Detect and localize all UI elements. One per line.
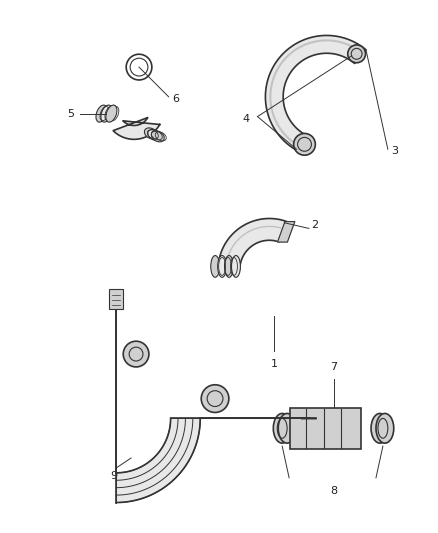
Ellipse shape [101,105,112,122]
Text: 7: 7 [330,362,337,372]
Circle shape [201,385,229,413]
Text: 8: 8 [330,486,337,496]
FancyBboxPatch shape [290,408,361,449]
Ellipse shape [293,133,315,155]
Text: 9: 9 [110,471,117,481]
Text: 2: 2 [311,221,318,230]
Text: 6: 6 [173,94,180,104]
Text: 5: 5 [67,109,74,119]
Ellipse shape [273,414,291,443]
Polygon shape [218,219,287,270]
Polygon shape [265,35,366,155]
Polygon shape [278,222,295,242]
Ellipse shape [232,255,240,277]
Ellipse shape [106,105,117,122]
Ellipse shape [371,414,389,443]
Polygon shape [113,118,160,139]
Ellipse shape [148,130,161,140]
Ellipse shape [218,255,226,277]
Text: 4: 4 [243,114,250,124]
Text: 3: 3 [391,146,398,156]
FancyBboxPatch shape [110,289,123,309]
Ellipse shape [278,414,296,443]
Ellipse shape [225,255,233,277]
Ellipse shape [376,414,394,443]
Ellipse shape [151,131,164,142]
Ellipse shape [348,45,366,63]
Circle shape [123,341,149,367]
Ellipse shape [145,128,157,139]
Polygon shape [117,300,309,503]
Ellipse shape [96,105,107,122]
Text: 1: 1 [271,359,278,369]
Ellipse shape [211,255,219,277]
